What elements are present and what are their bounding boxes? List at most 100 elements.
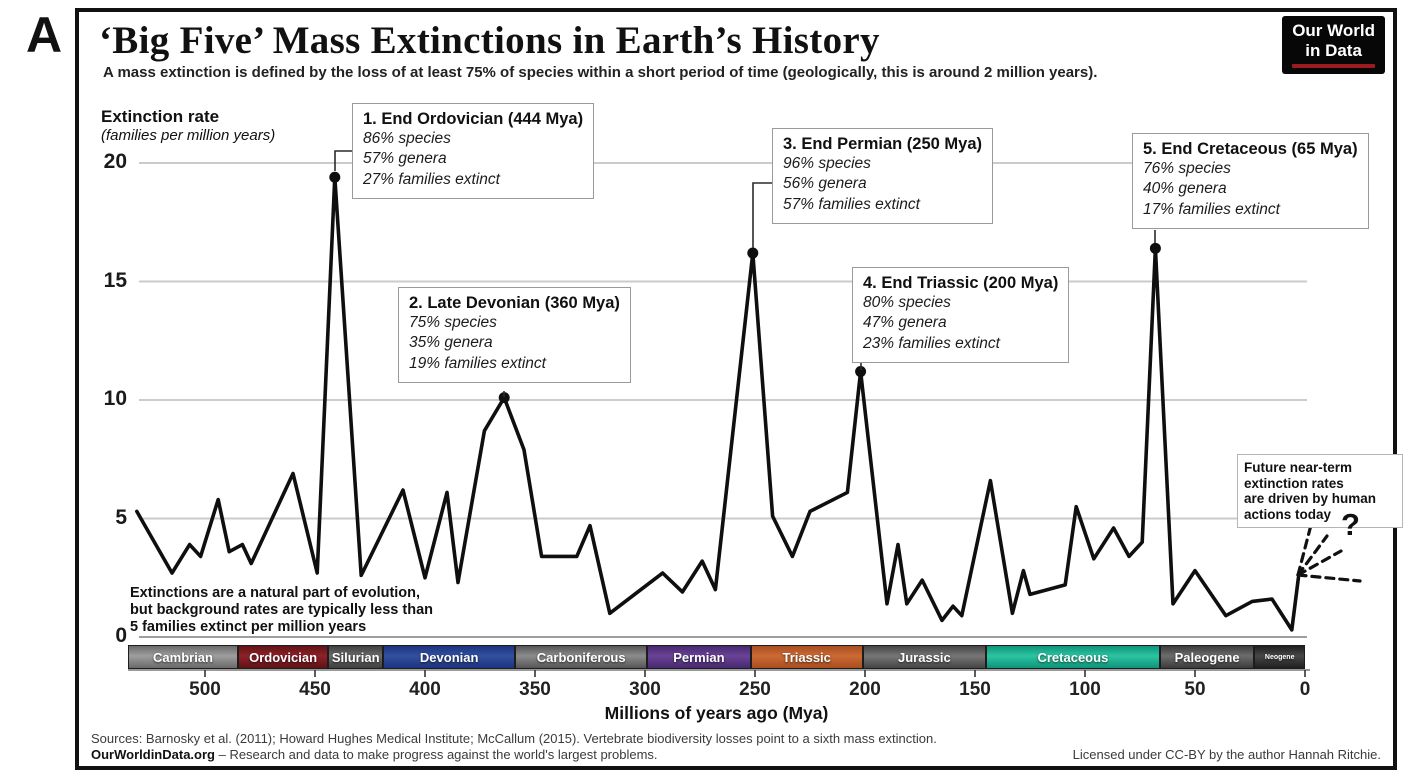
y-tick-label-15: 15: [103, 268, 127, 292]
annotation-line: 86% species: [363, 130, 451, 147]
annotation-line: 40% genera: [1143, 180, 1227, 198]
future-extinction-note: Future near-term extinction rates are dr…: [1237, 454, 1403, 529]
future-trajectory-dashed-ray: [1296, 523, 1313, 577]
peak-dot-end-ordovician: [329, 171, 341, 183]
x-tick-label-300: 300: [629, 679, 661, 700]
annotation-box-late-devonian: 2. Late Devonian (360 Mya) 75% species 3…: [398, 287, 631, 384]
annotation-line: 80% species: [863, 294, 951, 311]
annotation-line: 27% families extinct: [363, 170, 500, 188]
x-axis-title: Millions of years ago (Mya): [604, 703, 829, 723]
period-segment-carboniferous: Carboniferous: [515, 645, 648, 669]
note-line: Future near-term: [1244, 460, 1353, 475]
annotation-box-end-cretaceous: 5. End Cretaceous (65 Mya) 76% species 4…: [1132, 133, 1369, 230]
logo-red-underline: [1292, 64, 1375, 69]
annotation-line: 19% families extinct: [409, 354, 546, 372]
y-axis-title-italic: (families per million years): [101, 127, 276, 145]
annotation-title: 2. Late Devonian (360 Mya): [409, 294, 620, 312]
period-label: Cambrian: [153, 649, 213, 665]
annotation-line: 47% genera: [863, 314, 947, 332]
future-trajectory-dashed-ray: [1296, 534, 1329, 577]
y-axis-title-bold: Extinction rate: [101, 107, 220, 126]
x-tick-label-450: 450: [299, 679, 331, 700]
y-tick-label-10: 10: [103, 387, 127, 410]
annotation-box-end-triassic: 4. End Triassic (200 Mya) 80% species 47…: [852, 267, 1070, 364]
annotation-line: 76% species: [1143, 160, 1231, 177]
chart-title: ‘Big Five’ Mass Extinctions in Earth’s H…: [99, 19, 880, 62]
geological-period-bar: Cambrian Ordovician Silurian Devonian Carbon…: [79, 645, 1393, 669]
x-tick-label-50: 50: [1184, 679, 1206, 700]
annotation-line: 57% genera: [363, 150, 447, 168]
period-segment-neogene: Neogene: [1254, 645, 1305, 669]
figure-panel-label: A: [26, 7, 63, 63]
license-text: Licensed under CC-BY by the author Hanna…: [1072, 746, 1381, 762]
period-segment-paleogene: Paleogene: [1159, 645, 1255, 669]
future-question-mark: ?: [1341, 507, 1360, 542]
peak-dot-end-permian: [747, 247, 759, 259]
period-segment-cambrian: Cambrian: [128, 645, 238, 669]
logo-line-2: in Data: [1305, 40, 1362, 60]
owid-brand: OurWorldinData.org: [91, 746, 215, 762]
annotation-title: 5. End Cretaceous (65 Mya): [1143, 140, 1358, 158]
owid-tagline: – Research and data to make progress aga…: [214, 746, 658, 762]
peak-dot-late-devonian: [498, 392, 510, 404]
peak-dot-end-cretaceous: [1149, 242, 1161, 254]
sources-text: Sources: Barnosky et al. (2011); Howard …: [91, 730, 937, 746]
x-tick-label-250: 250: [739, 679, 771, 700]
x-tick-label-0: 0: [1299, 679, 1311, 700]
annotation-line: 96% species: [783, 155, 871, 172]
period-label: Permian: [673, 649, 725, 665]
x-tick-label-100: 100: [1069, 679, 1101, 700]
y-tick-label-5: 5: [115, 505, 127, 529]
annotation-box-end-permian: 3. End Permian (250 Mya) 96% species 56%…: [772, 128, 993, 225]
extinction-rate-line-chart: [128, 150, 1362, 677]
annotation-line: 23% families extinct: [863, 334, 1000, 352]
annotation-title: 3. End Permian (250 Mya): [783, 135, 982, 153]
annotation-line: 56% genera: [783, 175, 867, 193]
period-segment-cretaceous: Cretaceous: [986, 645, 1160, 669]
owid-credit: OurWorldinData.org – Research and data t…: [91, 747, 658, 763]
period-segment-silurian: Silurian: [328, 645, 384, 669]
y-tick-label-0: 0: [115, 624, 127, 647]
annotation-connector: [334, 150, 352, 171]
period-segment-devonian: Devonian: [383, 645, 516, 669]
background-rate-note: Extinctions are a natural part of evolut…: [130, 585, 433, 636]
x-tick-label-350: 350: [519, 679, 551, 700]
y-tick-label-20: 20: [103, 150, 127, 173]
note-line: but background rates are typically less …: [130, 602, 433, 619]
y-axis-title: Extinction rate (families per million ye…: [101, 107, 275, 145]
period-label: Neogene: [1264, 653, 1295, 661]
annotation-title: 4. End Triassic (200 Mya): [863, 274, 1059, 292]
period-label: Cretaceous: [1037, 649, 1109, 665]
future-trajectory-dashed-ray: [1296, 549, 1343, 577]
annotation-box-end-ordovician: 1. End Ordovician (444 Mya) 86% species …: [352, 103, 595, 200]
note-line: Extinctions are a natural part of evolut…: [130, 585, 421, 601]
note-line: actions today: [1244, 506, 1332, 522]
period-label: Jurassic: [898, 649, 951, 665]
chart-frame: ‘Big Five’ Mass Extinctions in Earth’s H…: [75, 8, 1403, 770]
period-label: Carboniferous: [536, 649, 626, 665]
note-line: 5 families extinct per million years: [130, 619, 367, 636]
chart-footer: Sources: Barnosky et al. (2011); Howard …: [91, 731, 1381, 764]
x-tick-label-150: 150: [959, 679, 991, 700]
annotation-connector: [752, 182, 772, 248]
period-label: Silurian: [331, 649, 380, 665]
period-label: Ordovician: [249, 649, 318, 665]
period-segment-triassic: Triassic: [750, 645, 863, 669]
period-segment-jurassic: Jurassic: [862, 645, 986, 669]
x-tick-label-500: 500: [189, 679, 221, 700]
period-segment-ordovician: Ordovician: [238, 645, 329, 669]
period-label: Devonian: [419, 649, 479, 665]
period-label: Paleogene: [1174, 649, 1240, 665]
our-world-in-data-logo: Our World in Data: [1282, 16, 1385, 75]
note-line: extinction rates: [1244, 475, 1344, 491]
chart-subtitle: A mass extinction is defined by the loss…: [103, 64, 1098, 81]
future-trajectory-dashed-ray: [1296, 573, 1362, 583]
annotation-line: 75% species: [409, 314, 497, 331]
period-label: Triassic: [782, 649, 831, 665]
period-segment-permian: Permian: [647, 645, 751, 669]
logo-line-1: Our World: [1292, 21, 1375, 40]
x-tick-label-400: 400: [409, 679, 441, 700]
x-tick-label-200: 200: [849, 679, 881, 700]
note-line: are driven by human: [1244, 491, 1377, 507]
peak-dot-end-triassic: [855, 366, 867, 378]
